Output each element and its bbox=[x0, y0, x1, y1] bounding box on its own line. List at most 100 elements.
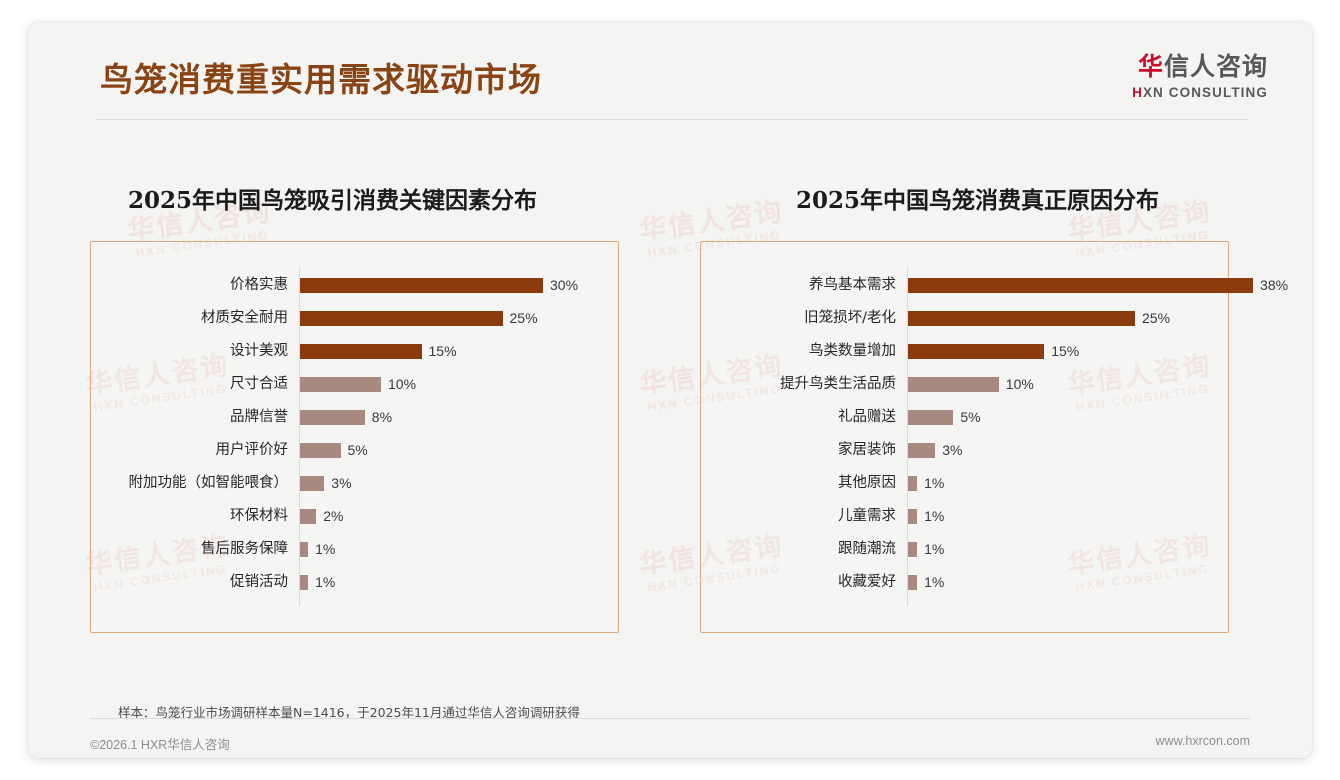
chart-bar-row[interactable]: 儿童需求 1% bbox=[838, 507, 945, 525]
chart-bar-row[interactable]: 用户评价好 5% bbox=[216, 441, 368, 459]
chart-bar-row[interactable]: 家居装饰 3% bbox=[838, 441, 963, 459]
bar-category-label: 养鸟基本需求 bbox=[809, 277, 896, 293]
logo-english-text: HXN CONSULTING bbox=[1132, 86, 1268, 100]
bar-rect[interactable] bbox=[300, 442, 341, 458]
bar-category-label: 材质安全耐用 bbox=[201, 310, 288, 326]
chart-title-left: 2025年中国鸟笼吸引消费关键因素分布 bbox=[128, 187, 538, 214]
bar-category-label: 尺寸合适 bbox=[230, 376, 288, 392]
chart-bar-row[interactable]: 促销活动 1% bbox=[230, 573, 336, 591]
footer-divider bbox=[90, 718, 1250, 719]
chart-bar-row[interactable]: 品牌信誉 8% bbox=[230, 408, 393, 426]
bar-rect[interactable] bbox=[908, 541, 918, 557]
chart-bar-row[interactable]: 养鸟基本需求 38% bbox=[809, 276, 1289, 294]
watermark-chinese: 华信人咨询 bbox=[637, 196, 786, 248]
website-link[interactable]: www.hxrcon.com bbox=[1155, 734, 1250, 748]
chart-bar-row[interactable]: 附加功能（如智能喂食） 3% bbox=[129, 474, 352, 492]
chart-bar-row[interactable]: 礼品赠送 5% bbox=[838, 408, 981, 426]
bar-value-label: 15% bbox=[1051, 343, 1080, 359]
bar-value-label: 30% bbox=[550, 277, 579, 293]
bar-value-label: 1% bbox=[924, 508, 945, 524]
bar-rect[interactable] bbox=[300, 343, 422, 359]
bar-category-label: 儿童需求 bbox=[838, 508, 896, 524]
bar-category-label: 用户评价好 bbox=[215, 442, 289, 458]
bar-rect[interactable] bbox=[908, 574, 918, 590]
bar-value-label: 1% bbox=[315, 574, 336, 590]
bar-value-label: 5% bbox=[347, 442, 368, 458]
source-note: 样本：鸟笼行业市场调研样本量N=1416，于2025年11月通过华信人咨询调研获… bbox=[118, 705, 580, 720]
chart-bar-row[interactable]: 价格实惠 30% bbox=[230, 276, 579, 294]
bar-category-label: 售后服务保障 bbox=[201, 541, 288, 557]
bar-category-label: 价格实惠 bbox=[230, 277, 288, 293]
logo-english-accent: H bbox=[1132, 85, 1143, 100]
bar-value-label: 5% bbox=[960, 409, 981, 425]
bar-category-label: 收藏爱好 bbox=[838, 574, 896, 590]
bar-rect[interactable] bbox=[300, 574, 309, 590]
bar-value-label: 2% bbox=[323, 508, 344, 524]
chart-bar-row[interactable]: 跟随潮流 1% bbox=[838, 540, 945, 558]
bar-value-label: 38% bbox=[1260, 277, 1289, 293]
chart-bar-row[interactable]: 鸟类数量增加 15% bbox=[809, 342, 1080, 360]
bar-rect[interactable] bbox=[908, 376, 999, 392]
page-title: 鸟笼消费重实用需求驱动市场 bbox=[100, 60, 542, 99]
bar-category-label: 跟随潮流 bbox=[838, 541, 896, 557]
bar-rect[interactable] bbox=[300, 310, 503, 326]
bar-value-label: 3% bbox=[331, 475, 352, 491]
bar-value-label: 3% bbox=[942, 442, 963, 458]
chart-bar-row[interactable]: 旧笼损坏/老化 25% bbox=[804, 309, 1170, 327]
bar-category-label: 设计美观 bbox=[230, 343, 288, 359]
chart-title-right: 2025年中国鸟笼消费真正原因分布 bbox=[796, 187, 1160, 214]
bar-rect[interactable] bbox=[908, 508, 918, 524]
bar-category-label: 礼品赠送 bbox=[838, 409, 896, 425]
chart-panel-left: 价格实惠 30% 材质安全耐用 25% 设计美观 15% 尺寸合适 10% 品牌信誉 8% 用户评价… bbox=[90, 241, 619, 633]
slide-card: 鸟笼消费重实用需求驱动市场 华信人咨询 HXN CONSULTING 华信人咨询… bbox=[28, 22, 1312, 758]
logo-english-rest: XN CONSULTING bbox=[1142, 85, 1268, 100]
bar-value-label: 1% bbox=[924, 541, 945, 557]
bar-value-label: 1% bbox=[315, 541, 336, 557]
bar-value-label: 1% bbox=[924, 574, 945, 590]
bar-rect[interactable] bbox=[300, 475, 325, 491]
bar-value-label: 15% bbox=[428, 343, 457, 359]
copyright-text: ©2026.1 HXR华信人咨询 bbox=[90, 738, 230, 752]
bar-rect[interactable] bbox=[908, 277, 1254, 293]
bar-rect[interactable] bbox=[908, 310, 1135, 326]
bar-rect[interactable] bbox=[300, 508, 317, 524]
bar-value-label: 10% bbox=[1005, 376, 1034, 392]
logo-chinese-rest: 信人咨询 bbox=[1163, 52, 1268, 81]
chart-bar-row[interactable]: 尺寸合适 10% bbox=[230, 375, 417, 393]
bar-value-label: 10% bbox=[388, 376, 417, 392]
company-logo: 华信人咨询 HXN CONSULTING bbox=[1132, 54, 1268, 100]
header-divider bbox=[96, 119, 1248, 120]
chart-bar-row[interactable]: 提升鸟类生活品质 10% bbox=[780, 375, 1034, 393]
chart-axis-line bbox=[299, 268, 300, 606]
bar-category-label: 提升鸟类生活品质 bbox=[780, 376, 896, 392]
bar-category-label: 旧笼损坏/老化 bbox=[804, 310, 896, 326]
bar-rect[interactable] bbox=[908, 409, 954, 425]
bar-rect[interactable] bbox=[908, 475, 918, 491]
bar-chart-right: 养鸟基本需求 38% 旧笼损坏/老化 25% 鸟类数量增加 15% 提升鸟类生活品质 10% 礼… bbox=[701, 242, 1288, 632]
bar-category-label: 环保材料 bbox=[230, 508, 288, 524]
bar-rect[interactable] bbox=[300, 409, 365, 425]
bar-chart-left: 价格实惠 30% 材质安全耐用 25% 设计美观 15% 尺寸合适 10% 品牌信誉 8% 用户评价… bbox=[91, 242, 618, 632]
chart-bar-row[interactable]: 收藏爱好 1% bbox=[838, 573, 945, 591]
chart-bar-row[interactable]: 环保材料 2% bbox=[230, 507, 344, 525]
chart-panel-right: 养鸟基本需求 38% 旧笼损坏/老化 25% 鸟类数量增加 15% 提升鸟类生活品质 10% 礼… bbox=[700, 241, 1288, 633]
chart-bar-row[interactable]: 其他原因 1% bbox=[838, 474, 944, 492]
bar-category-label: 品牌信誉 bbox=[230, 409, 288, 425]
chart-axis-line bbox=[907, 268, 908, 606]
bar-category-label: 附加功能（如智能喂食） bbox=[128, 475, 289, 491]
bar-category-label: 家居装饰 bbox=[838, 442, 896, 458]
bar-rect[interactable] bbox=[300, 277, 543, 293]
logo-accent-char: 华 bbox=[1137, 52, 1164, 81]
logo-chinese-text: 华信人咨询 bbox=[1132, 54, 1268, 79]
bar-rect[interactable] bbox=[908, 343, 1045, 359]
bar-category-label: 促销活动 bbox=[230, 574, 288, 590]
bar-rect[interactable] bbox=[300, 541, 309, 557]
chart-bar-row[interactable]: 售后服务保障 1% bbox=[201, 540, 336, 558]
bar-rect[interactable] bbox=[908, 442, 936, 458]
slide-header: 鸟笼消费重实用需求驱动市场 华信人咨询 HXN CONSULTING bbox=[28, 22, 1312, 120]
bar-rect[interactable] bbox=[300, 376, 381, 392]
chart-bar-row[interactable]: 材质安全耐用 25% bbox=[201, 309, 538, 327]
bar-category-label: 鸟类数量增加 bbox=[809, 343, 896, 359]
chart-bar-row[interactable]: 设计美观 15% bbox=[230, 342, 457, 360]
bar-value-label: 8% bbox=[371, 409, 393, 425]
